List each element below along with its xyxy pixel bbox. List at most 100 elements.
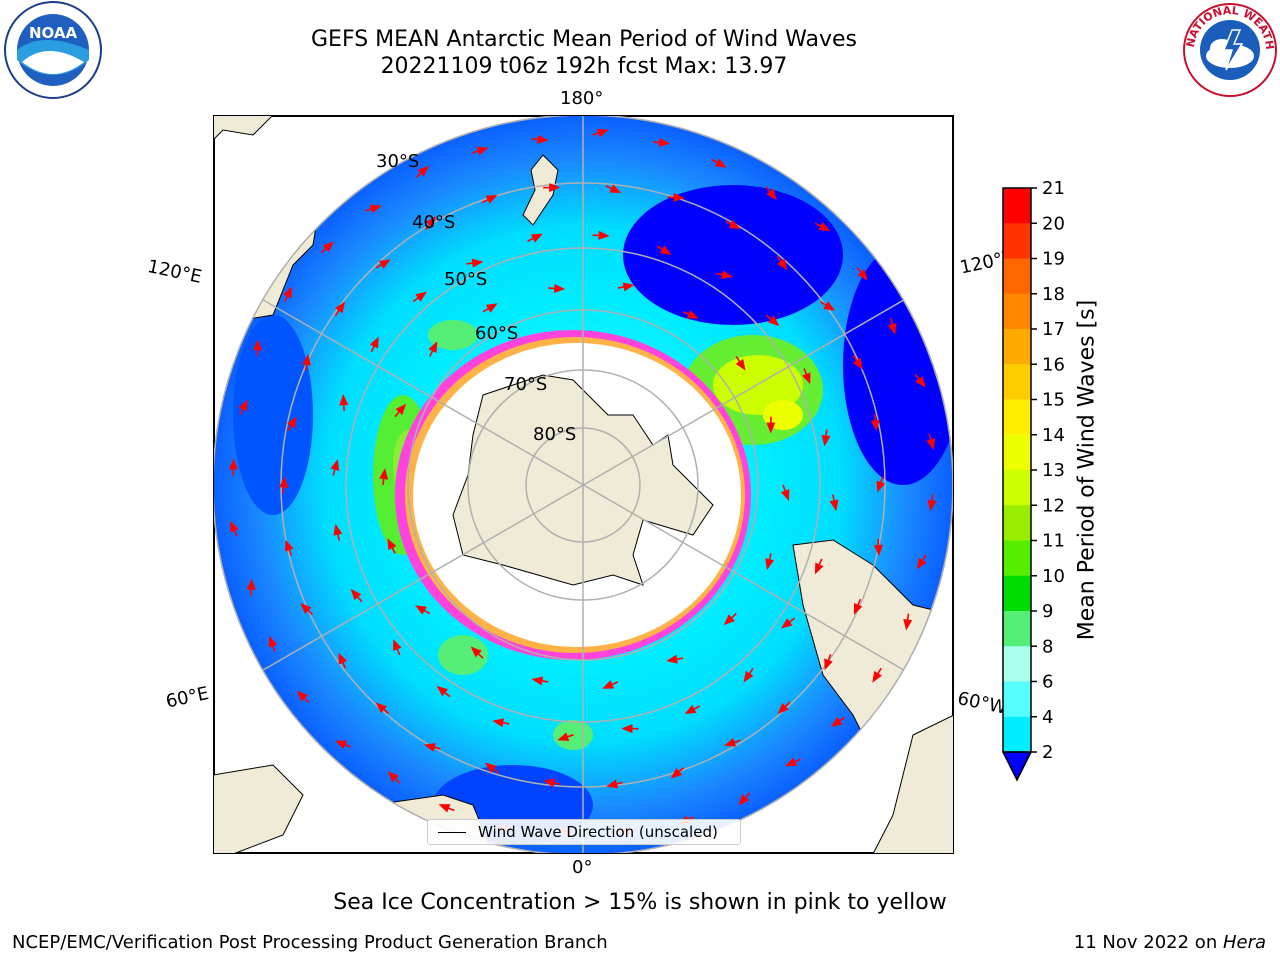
wave-direction-arrowhead (335, 301, 345, 314)
wave-direction-arrowhead (492, 718, 505, 728)
wave-direction-arrowhead (378, 259, 391, 269)
footer-date-text: 11 Nov 2022 on (1073, 932, 1223, 953)
wave-direction-arrowhead (338, 652, 348, 665)
colorbar-tick-label: 19 (1042, 249, 1065, 270)
colorbar-block (1003, 681, 1031, 718)
wave-direction-arrowhead (387, 771, 399, 783)
lon-label-120e: 120°E (145, 256, 204, 288)
wave-direction-arrowhead (333, 523, 343, 536)
wave-direction-arrowhead (557, 732, 570, 741)
wave-direction-arrowhead (484, 762, 497, 773)
land-new-zealand (522, 154, 559, 226)
colorbar-label: Mean Period of Wind Waves [s] (1074, 299, 1100, 641)
colorbar-tick-label: 21 (1042, 180, 1065, 199)
colorbar-block (1003, 434, 1031, 471)
sea-ice-note: Sea Ice Concentration > 15% is shown in … (333, 890, 947, 915)
legend-line-sample (438, 832, 466, 833)
wave-direction-arrowhead (417, 165, 429, 177)
wave-direction-arrowhead (287, 416, 297, 429)
colorbar-block (1003, 575, 1031, 612)
wave-direction-arrowhead (350, 588, 362, 601)
lon-label-0: 0° (572, 857, 593, 878)
wave-direction-arrowhead (916, 557, 927, 570)
wave-direction-arrowhead (926, 438, 936, 451)
wave-direction-arrowhead (876, 480, 886, 493)
colorbar-tick-label: 12 (1042, 495, 1065, 516)
wave-direction-arrowhead (818, 221, 831, 232)
wave-direction-arrowhead (476, 146, 489, 156)
legend-label: Wind Wave Direction (unscaled) (478, 823, 718, 841)
colorbar-tick-label: 2 (1042, 742, 1053, 763)
polar-map (214, 116, 953, 853)
wave-direction-arrowhead (777, 258, 788, 271)
nws-logo: NATIONAL WEATHER SERVICE (1176, 0, 1280, 100)
lat-label: 40°S (412, 212, 456, 233)
colorbar-block (1003, 470, 1031, 506)
chart-subtitle: 20221109 t06z 192h fcst Max: 13.97 (380, 54, 788, 79)
wave-direction-arrowhead (302, 353, 311, 366)
wave-direction-arrowhead (395, 403, 407, 415)
lon-label-60e: 60°E (164, 683, 211, 713)
wave-direction-arrowhead (903, 618, 913, 631)
wave-direction-arrowhead (423, 743, 436, 752)
wave-direction-arrowhead (915, 376, 926, 388)
colorbar-block (1003, 716, 1031, 753)
wave-direction-arrowhead (670, 768, 683, 779)
wave-direction-arrowhead (684, 704, 697, 715)
wave-direction-arrowhead (285, 539, 294, 552)
wave-direction-arrowhead (766, 188, 777, 201)
colorbar-tick-label: 14 (1042, 425, 1065, 446)
wave-direction-arrowhead (824, 658, 833, 671)
lat-label: 50°S (444, 269, 488, 290)
wind-wave-direction-arrows (228, 128, 937, 837)
colorbar-tick-label: 13 (1042, 460, 1065, 481)
wave-direction-arrowhead (537, 134, 549, 144)
wave-direction-arrowhead (369, 204, 382, 214)
colorbar-block (1003, 646, 1031, 682)
map-legend: Wind Wave Direction (unscaled) (427, 819, 741, 845)
wave-direction-arrowhead (802, 372, 811, 385)
colorbar-block (1003, 364, 1031, 400)
wave-direction-arrowhead (621, 724, 633, 734)
colorbar-block (1003, 188, 1031, 224)
colorbar-block (1003, 540, 1031, 577)
wave-direction-arrowhead (658, 138, 671, 148)
wave-patch-low (623, 185, 843, 325)
colorbar: 21 20 19 18 17 16 15 14 13 12 11 10 9 8 6 4 2 (1001, 180, 1065, 782)
colorbar-tick-label: 8 (1042, 636, 1053, 657)
colorbar-tick-label: 10 (1042, 566, 1065, 587)
wave-direction-arrowhead (283, 286, 292, 299)
wave-direction-arrowhead (873, 544, 883, 557)
wave-direction-arrowhead (659, 245, 672, 255)
land-australia (214, 116, 273, 140)
wave-direction-arrowhead (781, 618, 793, 629)
wave-direction-arrowhead (485, 194, 498, 204)
land-africa-corner (214, 764, 304, 853)
colorbar-block (1003, 223, 1031, 259)
noaa-logo-text: NOAA (29, 24, 78, 42)
wave-direction-arrowhead (300, 602, 312, 614)
wave-direction-arrowhead (777, 703, 789, 714)
wave-direction-arrowhead (375, 702, 387, 714)
wave-direction-arrowhead (622, 282, 635, 292)
longitude-grid (214, 116, 953, 853)
colorbar-extend-arrow (1001, 751, 1033, 782)
wave-direction-arrowhead (246, 578, 256, 590)
lon-label-180: 180° (560, 88, 604, 109)
footer-credit: NCEP/EMC/Verification Post Processing Pr… (12, 932, 608, 953)
wave-direction-arrowhead (596, 128, 609, 138)
colorbar-tick-label: 9 (1042, 601, 1053, 622)
lat-label: 60°S (475, 323, 519, 344)
wave-direction-arrowhead (238, 399, 248, 412)
wave-direction-arrowhead (724, 738, 736, 747)
colorbar-tick-label: 16 (1042, 354, 1065, 375)
wave-direction-arrowhead (821, 434, 831, 447)
wave-direction-arrowhead (470, 646, 482, 658)
wave-direction-arrowhead (666, 654, 678, 664)
wave-direction-arrowhead (814, 562, 824, 575)
wave-direction-arrowhead (765, 558, 774, 570)
colorbar-tick-label: 18 (1042, 284, 1065, 305)
wave-direction-arrowhead (553, 283, 566, 293)
lat-label: 30°S (376, 151, 420, 172)
footer-host: Hera (1222, 932, 1266, 953)
